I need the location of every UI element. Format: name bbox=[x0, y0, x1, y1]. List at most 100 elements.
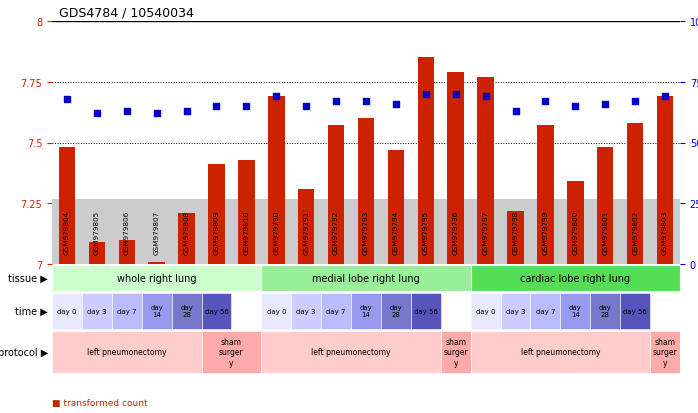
Text: day
14: day 14 bbox=[150, 305, 163, 318]
Bar bbox=[470, 266, 680, 291]
Text: sham
surger
y: sham surger y bbox=[443, 337, 468, 367]
Text: day 7: day 7 bbox=[117, 308, 137, 314]
Text: GSM979802: GSM979802 bbox=[632, 210, 638, 254]
Text: day 56: day 56 bbox=[205, 308, 228, 314]
Point bbox=[151, 111, 162, 117]
Text: day 0: day 0 bbox=[267, 308, 286, 314]
Text: day 3: day 3 bbox=[87, 308, 107, 314]
Bar bbox=[328, 126, 344, 264]
Text: ■ transformed count: ■ transformed count bbox=[52, 399, 147, 408]
Text: sham
surger
y: sham surger y bbox=[219, 337, 244, 367]
Text: day
28: day 28 bbox=[389, 305, 402, 318]
Bar bbox=[202, 293, 232, 330]
Text: day
28: day 28 bbox=[599, 305, 611, 318]
Bar bbox=[507, 211, 524, 264]
Bar bbox=[621, 293, 650, 330]
Text: day 0: day 0 bbox=[57, 308, 77, 314]
Bar bbox=[298, 189, 314, 264]
Bar bbox=[650, 331, 680, 373]
Text: day 3: day 3 bbox=[297, 308, 316, 314]
Bar bbox=[440, 331, 470, 373]
Bar bbox=[417, 58, 434, 264]
Bar bbox=[261, 331, 440, 373]
Text: GSM979808: GSM979808 bbox=[184, 210, 190, 254]
Bar bbox=[172, 293, 202, 330]
Text: protocol ▶: protocol ▶ bbox=[0, 347, 48, 357]
Point bbox=[450, 91, 461, 98]
Point bbox=[331, 99, 342, 105]
Bar bbox=[52, 331, 202, 373]
Bar bbox=[500, 293, 530, 330]
Text: sham
surger
y: sham surger y bbox=[653, 337, 678, 367]
Point bbox=[480, 94, 491, 100]
Bar bbox=[591, 293, 621, 330]
Point bbox=[600, 101, 611, 108]
Text: day 56: day 56 bbox=[414, 308, 438, 314]
Bar bbox=[387, 150, 404, 264]
Bar bbox=[142, 293, 172, 330]
Bar bbox=[179, 214, 195, 264]
Point bbox=[420, 91, 431, 98]
Bar bbox=[268, 97, 285, 264]
Text: day 7: day 7 bbox=[535, 308, 555, 314]
Text: GSM979807: GSM979807 bbox=[154, 210, 160, 254]
Bar bbox=[52, 266, 261, 291]
Point bbox=[390, 101, 401, 108]
Bar bbox=[351, 293, 381, 330]
Text: GSM979803: GSM979803 bbox=[662, 210, 668, 254]
Text: left pneumonectomy: left pneumonectomy bbox=[87, 348, 167, 357]
Text: day 7: day 7 bbox=[327, 308, 346, 314]
Point bbox=[360, 99, 371, 105]
Bar bbox=[89, 242, 105, 264]
Text: day 56: day 56 bbox=[623, 308, 647, 314]
Bar bbox=[321, 293, 351, 330]
Text: left pneumonectomy: left pneumonectomy bbox=[521, 348, 600, 357]
Text: left pneumonectomy: left pneumonectomy bbox=[311, 348, 391, 357]
Text: GSM979797: GSM979797 bbox=[482, 210, 489, 254]
Text: whole right lung: whole right lung bbox=[117, 273, 196, 283]
Bar bbox=[82, 293, 112, 330]
Text: day 3: day 3 bbox=[506, 308, 526, 314]
Point bbox=[241, 104, 252, 110]
Point bbox=[271, 94, 282, 100]
Bar bbox=[261, 266, 470, 291]
Point bbox=[211, 104, 222, 110]
Point bbox=[61, 96, 73, 103]
Bar bbox=[119, 240, 135, 264]
Bar bbox=[381, 293, 411, 330]
Text: GSM979801: GSM979801 bbox=[602, 210, 608, 254]
Bar bbox=[657, 97, 674, 264]
Bar bbox=[238, 160, 255, 264]
Text: GSM979809: GSM979809 bbox=[214, 210, 219, 254]
Text: GSM979799: GSM979799 bbox=[542, 210, 549, 254]
Bar bbox=[291, 293, 321, 330]
Point bbox=[570, 104, 581, 110]
Bar bbox=[567, 182, 584, 264]
Text: GSM979798: GSM979798 bbox=[512, 210, 519, 254]
Bar bbox=[261, 293, 291, 330]
Point bbox=[91, 111, 103, 117]
Bar bbox=[627, 124, 644, 264]
Text: GSM979796: GSM979796 bbox=[453, 210, 459, 254]
Text: day 0: day 0 bbox=[476, 308, 496, 314]
Text: day
14: day 14 bbox=[569, 305, 581, 318]
Text: GSM979804: GSM979804 bbox=[64, 210, 70, 254]
Text: medial lobe right lung: medial lobe right lung bbox=[312, 273, 420, 283]
Point bbox=[540, 99, 551, 105]
Text: day
28: day 28 bbox=[180, 305, 193, 318]
Bar bbox=[537, 126, 554, 264]
Bar bbox=[202, 331, 261, 373]
Bar bbox=[112, 293, 142, 330]
Bar bbox=[52, 293, 82, 330]
Bar bbox=[530, 293, 560, 330]
Bar bbox=[447, 73, 464, 264]
Text: GSM979805: GSM979805 bbox=[94, 210, 100, 254]
Text: GDS4784 / 10540034: GDS4784 / 10540034 bbox=[59, 7, 194, 20]
Point bbox=[510, 108, 521, 115]
Bar bbox=[149, 262, 165, 264]
Bar bbox=[470, 331, 650, 373]
Point bbox=[181, 108, 192, 115]
Bar bbox=[470, 293, 500, 330]
Text: GSM979791: GSM979791 bbox=[303, 210, 309, 254]
Text: GSM979792: GSM979792 bbox=[333, 210, 339, 254]
